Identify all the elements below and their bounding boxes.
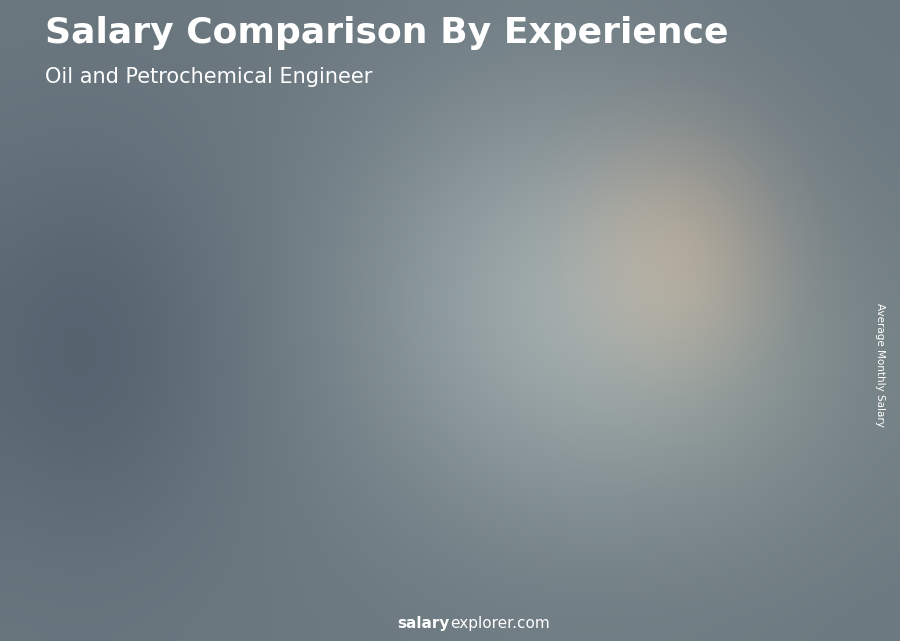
Polygon shape — [284, 388, 299, 564]
Bar — [459, 272, 526, 564]
Polygon shape — [405, 305, 419, 564]
Polygon shape — [163, 433, 177, 564]
Bar — [821, 13, 855, 87]
Polygon shape — [647, 220, 662, 564]
Polygon shape — [96, 433, 177, 442]
Bar — [752, 13, 786, 87]
Text: 7,730 EUR: 7,730 EUR — [450, 227, 530, 242]
Text: +22%: +22% — [403, 174, 467, 192]
Text: Average Monthly Salary: Average Monthly Salary — [875, 303, 886, 428]
Text: 4,290 EUR: 4,290 EUR — [208, 368, 288, 383]
Polygon shape — [701, 191, 783, 219]
Text: +8%: +8% — [652, 101, 702, 120]
Bar — [217, 402, 284, 564]
Text: Oil and Petrochemical Engineer: Oil and Petrochemical Engineer — [45, 67, 373, 87]
Text: salary: salary — [398, 617, 450, 631]
Bar — [96, 442, 163, 564]
Polygon shape — [580, 220, 662, 246]
Polygon shape — [768, 191, 783, 564]
Polygon shape — [526, 248, 541, 564]
Text: 3,210 EUR: 3,210 EUR — [87, 412, 167, 427]
Bar — [701, 219, 768, 564]
Text: +34%: +34% — [162, 330, 225, 349]
Polygon shape — [217, 388, 299, 402]
Text: explorer.com: explorer.com — [450, 617, 550, 631]
Text: +9%: +9% — [532, 137, 581, 156]
Polygon shape — [459, 248, 541, 272]
Text: 8,420 EUR: 8,420 EUR — [572, 199, 652, 214]
Text: 9,120 EUR: 9,120 EUR — [692, 171, 772, 185]
Bar — [786, 13, 821, 87]
Text: 6,340 EUR: 6,340 EUR — [329, 284, 410, 299]
Text: +48%: +48% — [283, 238, 346, 257]
Bar — [580, 246, 647, 564]
Text: Salary Comparison By Experience: Salary Comparison By Experience — [45, 16, 728, 50]
Polygon shape — [338, 305, 419, 324]
Bar — [338, 324, 405, 564]
